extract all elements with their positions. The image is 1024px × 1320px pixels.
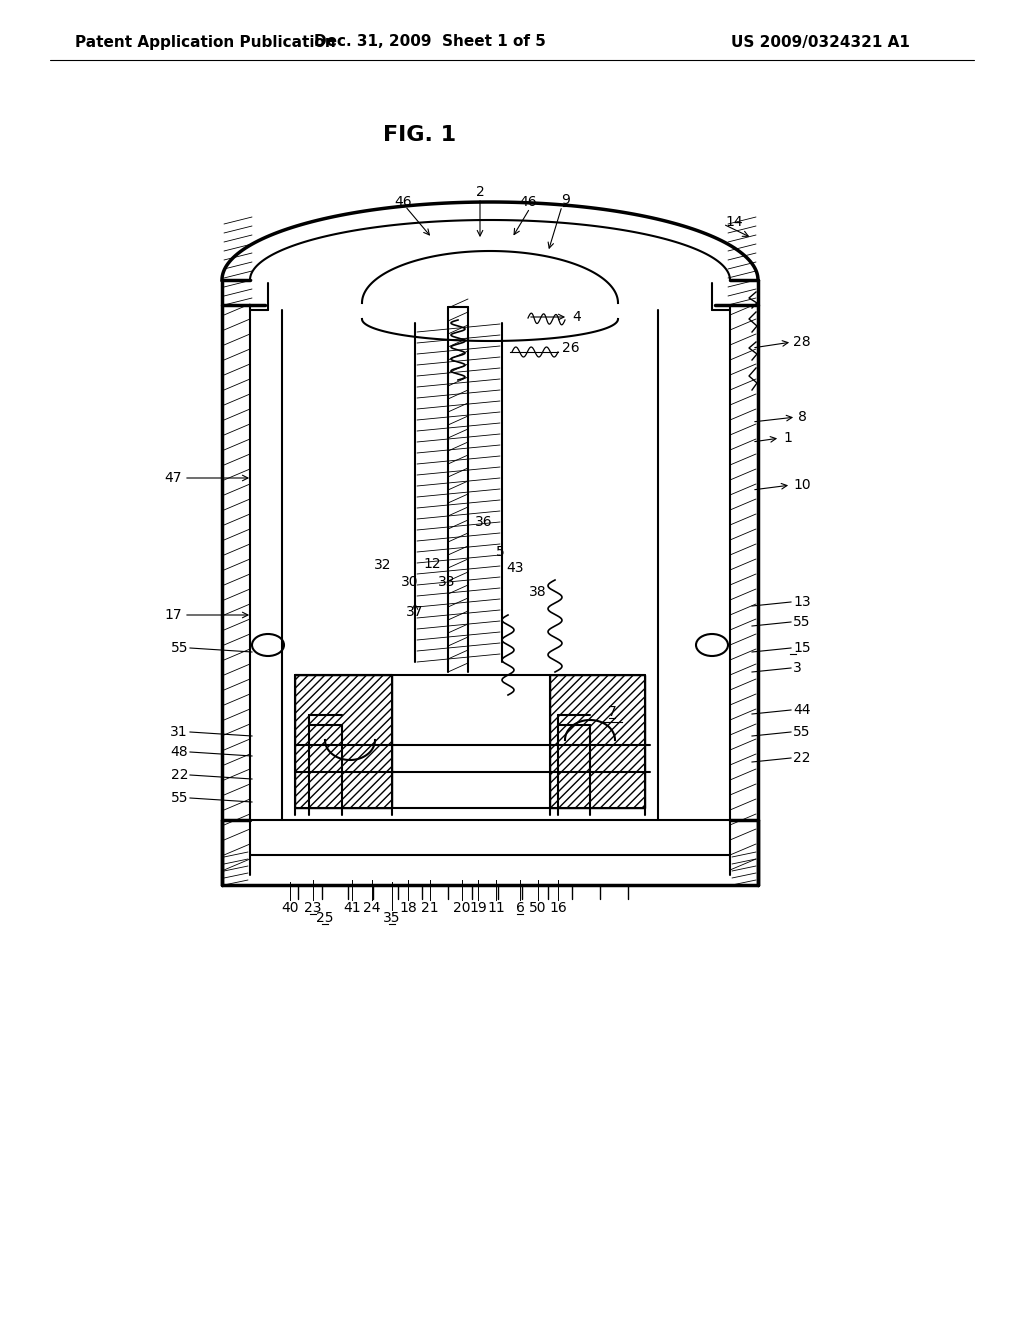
Text: 2: 2: [475, 185, 484, 199]
Text: 20: 20: [454, 902, 471, 915]
Text: 25: 25: [316, 911, 334, 925]
Text: 44: 44: [793, 704, 811, 717]
Text: 1: 1: [783, 432, 792, 445]
Text: 55: 55: [171, 642, 188, 655]
Text: 22: 22: [793, 751, 811, 766]
Text: 15: 15: [793, 642, 811, 655]
Text: 37: 37: [407, 605, 424, 619]
Text: 16: 16: [549, 902, 567, 915]
Text: 28: 28: [793, 335, 811, 348]
Text: 48: 48: [170, 744, 188, 759]
Text: 8: 8: [798, 411, 807, 424]
Text: 26: 26: [562, 341, 580, 355]
Text: 55: 55: [171, 791, 188, 805]
Text: 17: 17: [165, 609, 182, 622]
Text: 7: 7: [607, 705, 616, 719]
Text: 21: 21: [421, 902, 439, 915]
Text: 4: 4: [572, 310, 581, 323]
Text: US 2009/0324321 A1: US 2009/0324321 A1: [730, 34, 909, 49]
Text: 38: 38: [529, 585, 547, 599]
Text: 3: 3: [793, 661, 802, 675]
Polygon shape: [295, 675, 392, 808]
Text: 40: 40: [282, 902, 299, 915]
Text: 30: 30: [401, 576, 419, 589]
Text: 41: 41: [343, 902, 360, 915]
Text: 36: 36: [475, 515, 493, 529]
Polygon shape: [550, 675, 645, 808]
Text: 46: 46: [519, 195, 537, 209]
Text: 12: 12: [423, 557, 440, 572]
Text: 14: 14: [725, 215, 742, 228]
Text: 32: 32: [374, 558, 392, 572]
Text: 55: 55: [793, 725, 811, 739]
Text: 31: 31: [170, 725, 188, 739]
Text: 22: 22: [171, 768, 188, 781]
Text: Dec. 31, 2009  Sheet 1 of 5: Dec. 31, 2009 Sheet 1 of 5: [314, 34, 546, 49]
Text: 46: 46: [394, 195, 412, 209]
Text: 13: 13: [793, 595, 811, 609]
Text: 47: 47: [165, 471, 182, 484]
Text: 11: 11: [487, 902, 505, 915]
Text: Patent Application Publication: Patent Application Publication: [75, 34, 336, 49]
Text: 9: 9: [561, 193, 570, 207]
Text: 18: 18: [399, 902, 417, 915]
Text: 24: 24: [364, 902, 381, 915]
Text: 50: 50: [529, 902, 547, 915]
Text: 43: 43: [506, 561, 523, 576]
Text: 55: 55: [793, 615, 811, 630]
Text: 5: 5: [496, 545, 505, 558]
Text: 33: 33: [438, 576, 456, 589]
Text: 35: 35: [383, 911, 400, 925]
Text: 6: 6: [515, 902, 524, 915]
Text: 10: 10: [793, 478, 811, 492]
Text: 23: 23: [304, 902, 322, 915]
Text: FIG. 1: FIG. 1: [383, 125, 457, 145]
Text: 19: 19: [469, 902, 486, 915]
